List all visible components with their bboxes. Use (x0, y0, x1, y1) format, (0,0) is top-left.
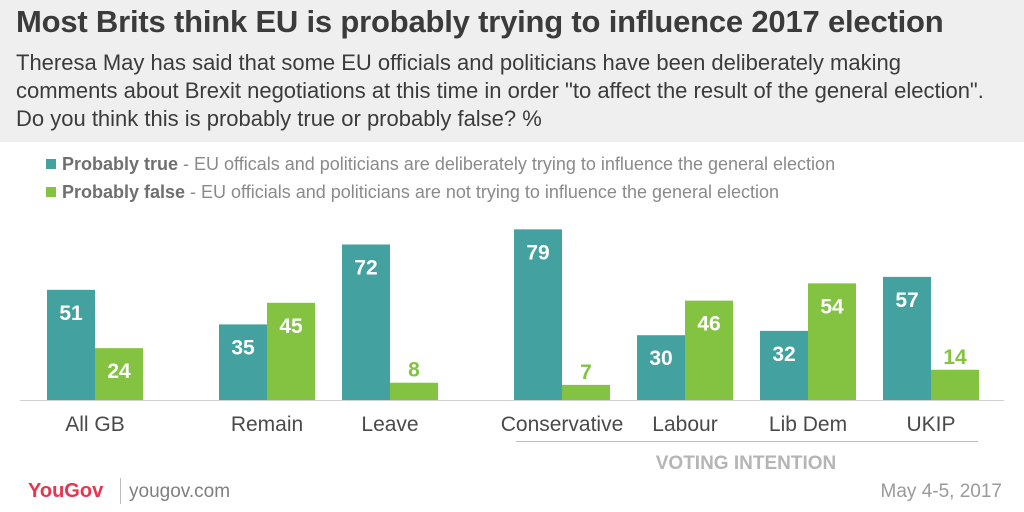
data-label-leave-false: 8 (408, 359, 420, 382)
legend-item-probably-true: Probably true - EU officals and politici… (46, 154, 835, 175)
data-label-ukip-false: 14 (943, 346, 967, 369)
bar-remain-false (267, 302, 315, 400)
data-label-conservative-true: 79 (526, 241, 549, 264)
legend-label-false: Probably false (62, 182, 186, 202)
data-label-lib-dem-true: 32 (772, 343, 795, 366)
yougov-logo: YouGov (28, 480, 104, 502)
category-label-lib-dem: Lib Dem (769, 413, 847, 436)
bar-conservative-true (514, 229, 562, 400)
bar-ukip-true (883, 276, 931, 400)
chart-subtitle: Theresa May has said that some EU offici… (16, 50, 984, 131)
footer-url[interactable]: yougov.com (129, 481, 231, 502)
group-label-voting-intention: VOTING INTENTION (656, 453, 837, 474)
bar-leave-false (390, 382, 438, 400)
data-label-remain-true: 35 (231, 336, 255, 359)
bar-all-gb-false (95, 348, 143, 400)
legend-description-true: - EU officals and politicians are delibe… (178, 154, 836, 174)
data-label-all-gb-false: 24 (107, 360, 131, 383)
category-label-all-gb: All GB (65, 413, 125, 436)
bar-leave-true (342, 244, 390, 400)
bar-lib-dem-false (808, 283, 856, 400)
bar-ukip-false (931, 369, 979, 400)
footer-date: May 4-5, 2017 (880, 481, 1002, 502)
data-label-conservative-false: 7 (580, 361, 592, 384)
category-label-labour: Labour (652, 413, 717, 436)
category-label-leave: Leave (361, 413, 418, 436)
data-label-ukip-true: 57 (895, 289, 918, 312)
chart-title: Most Brits think EU is probably trying t… (16, 4, 944, 39)
legend-item-probably-false: Probably false - EU officials and politi… (46, 182, 779, 203)
bar-labour-true (637, 335, 685, 400)
category-label-remain: Remain (231, 413, 303, 436)
bar-remain-true (219, 324, 267, 400)
category-label-ukip: UKIP (906, 413, 955, 436)
data-label-lib-dem-false: 54 (820, 295, 844, 318)
legend-swatch-true (46, 159, 56, 169)
category-label-conservative: Conservative (501, 413, 624, 436)
header-band (0, 0, 1024, 142)
bar-lib-dem-true (760, 330, 808, 400)
bar-all-gb-true (47, 289, 95, 400)
data-label-labour-false: 46 (697, 313, 720, 336)
data-label-all-gb-true: 51 (59, 302, 83, 325)
bar-labour-false (685, 300, 733, 400)
data-label-leave-true: 72 (354, 256, 377, 279)
data-label-remain-false: 45 (279, 315, 303, 338)
legend-description-false: - EU officials and politicians are not t… (185, 182, 780, 202)
legend-label-true: Probably true (62, 154, 179, 174)
legend-swatch-false (46, 187, 56, 197)
bar-conservative-false (562, 384, 610, 400)
footer-divider (120, 478, 121, 504)
data-label-labour-true: 30 (649, 347, 672, 370)
